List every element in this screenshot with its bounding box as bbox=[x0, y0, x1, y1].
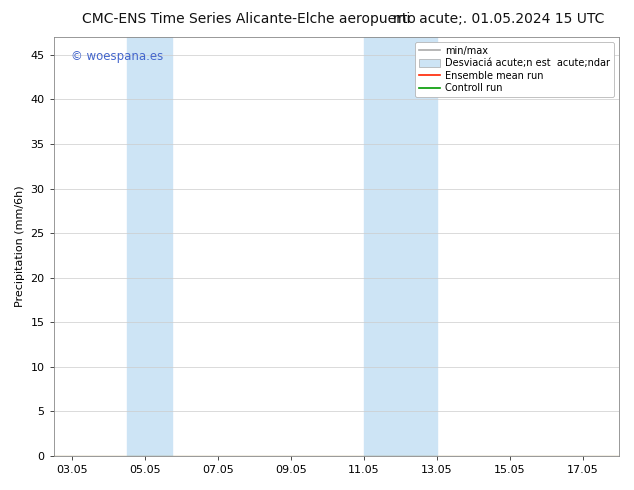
Text: © woespana.es: © woespana.es bbox=[70, 49, 163, 63]
Bar bbox=[364, 37, 385, 456]
Text: mi  acute;. 01.05.2024 15 UTC: mi acute;. 01.05.2024 15 UTC bbox=[393, 12, 604, 26]
Legend: min/max, Desviaciá acute;n est  acute;ndar, Ensemble mean run, Controll run: min/max, Desviaciá acute;n est acute;nda… bbox=[415, 42, 614, 97]
Text: CMC-ENS Time Series Alicante-Elche aeropuerto: CMC-ENS Time Series Alicante-Elche aerop… bbox=[82, 12, 417, 26]
Y-axis label: Precipitation (mm/6h): Precipitation (mm/6h) bbox=[15, 186, 25, 307]
Bar bbox=[127, 37, 172, 456]
Bar bbox=[385, 37, 437, 456]
